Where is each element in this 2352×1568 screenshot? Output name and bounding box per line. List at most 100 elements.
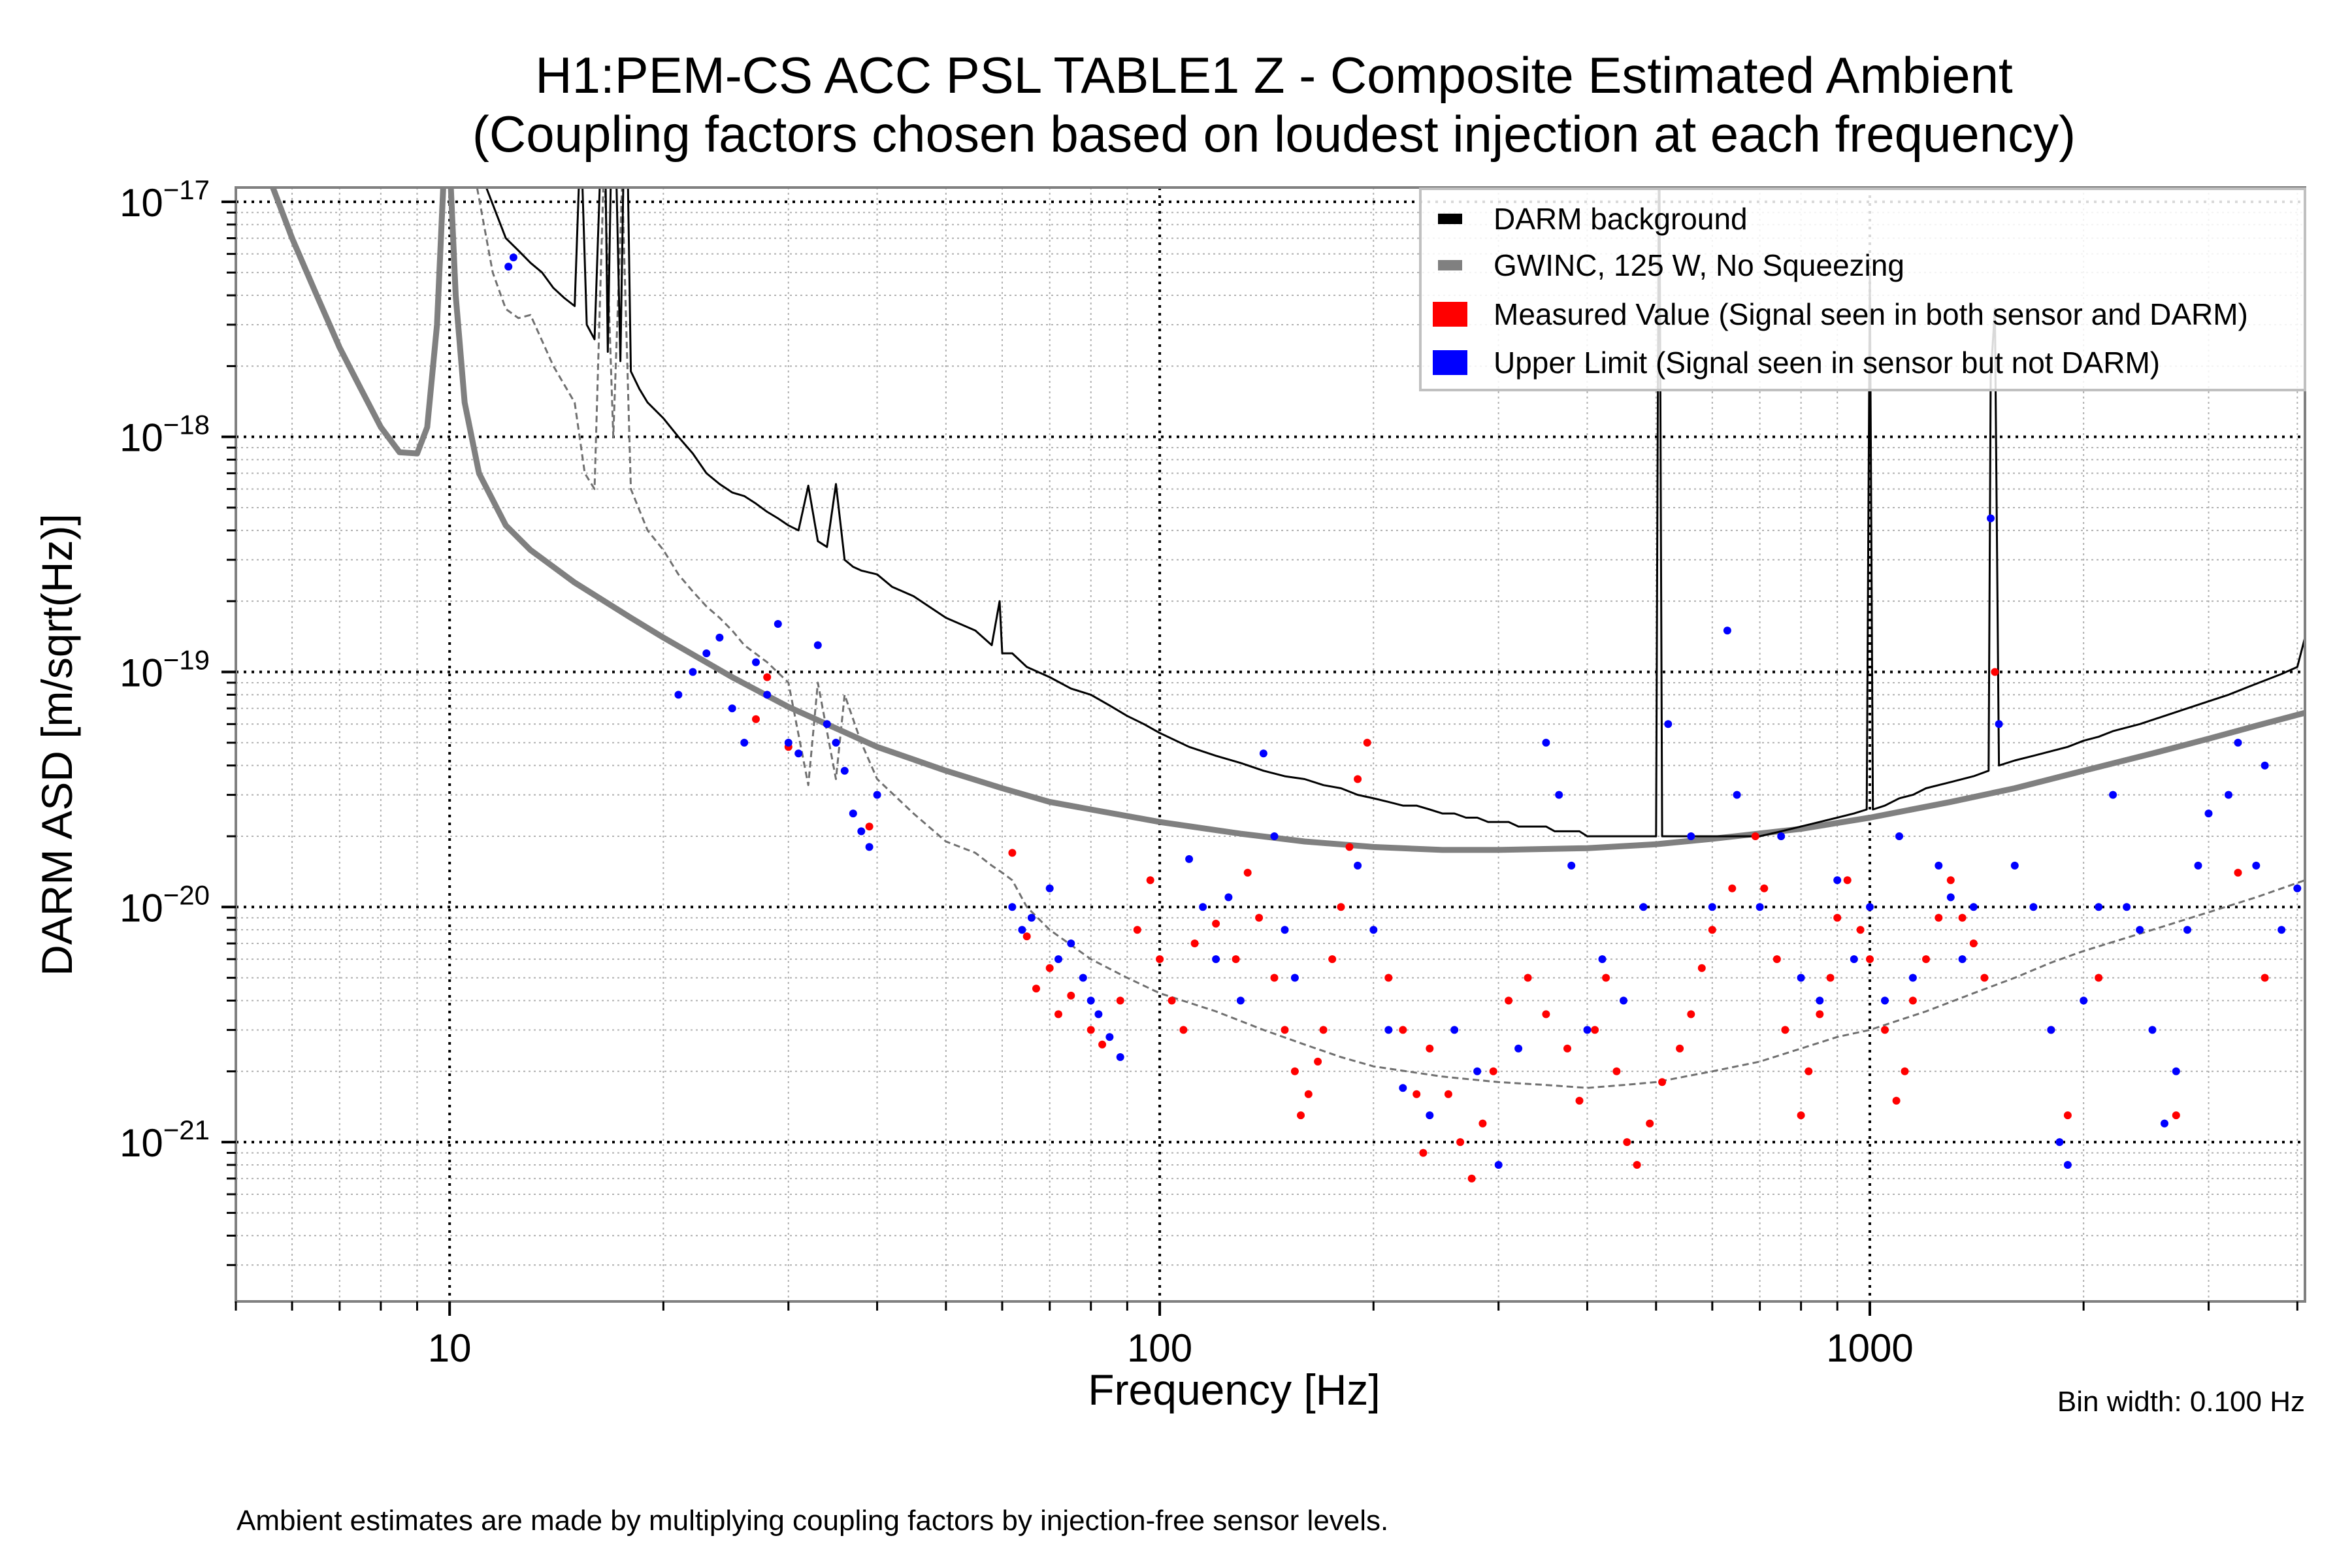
upper-limit-point <box>2261 761 2269 770</box>
upper-limit-point <box>1086 996 1095 1005</box>
upper-limit-point <box>823 720 831 728</box>
measured-value-point <box>1602 973 1610 982</box>
bin-width-label: Bin width: 0.100 Hz <box>2057 1386 2305 1418</box>
measured-value-point <box>1676 1044 1684 1053</box>
upper-limit-point <box>2080 996 2088 1005</box>
upper-limit-point <box>1708 903 1716 911</box>
measured-value-point <box>1935 913 1943 922</box>
measured-value-point <box>1646 1119 1654 1128</box>
measured-value-point <box>1908 996 1917 1005</box>
upper-limit-point <box>1687 832 1695 840</box>
upper-limit-point <box>1797 973 1805 982</box>
measured-value-point <box>1467 1174 1476 1183</box>
upper-limit-point <box>1664 720 1673 728</box>
measured-value-point <box>1032 985 1040 993</box>
upper-limit-point <box>1555 791 1563 799</box>
measured-value-point <box>1772 955 1781 964</box>
upper-limit-point <box>1639 903 1648 911</box>
grid <box>235 188 2305 1301</box>
legend-label: Measured Value (Signal seen in both sens… <box>1494 297 2248 331</box>
upper-limit-point <box>873 791 881 799</box>
darm-background-line <box>485 188 2305 838</box>
upper-limit-point <box>2225 791 2232 799</box>
measured-value-point <box>1413 1090 1421 1098</box>
upper-limit-point <box>1384 1026 1393 1034</box>
measured-value-point <box>1489 1067 1497 1075</box>
x-axis-label: Frequency [Hz] <box>1088 1365 1380 1414</box>
upper-limit-point <box>715 633 724 642</box>
upper-limit-point <box>2204 809 2213 818</box>
measured-value-point <box>865 823 874 831</box>
upper-limit-point <box>865 843 874 851</box>
upper-limit-point <box>1008 903 1017 911</box>
y-tick-label: 10−21 <box>120 1115 210 1165</box>
measured-value-point <box>1623 1138 1631 1147</box>
upper-limit-point <box>1185 855 1194 863</box>
measured-value-point <box>1328 955 1337 964</box>
upper-limit-point <box>1212 955 1220 964</box>
measured-value-point <box>1297 1111 1305 1120</box>
upper-limit-point <box>2172 1067 2180 1075</box>
upper-limit-point <box>832 738 840 747</box>
upper-limit-point <box>1224 893 1233 902</box>
upper-limit-point <box>1908 973 1917 982</box>
upper-limit-point <box>774 620 782 628</box>
measured-value-point <box>752 715 760 723</box>
upper-limit-point <box>1236 996 1245 1005</box>
measured-value-point <box>1980 973 1989 982</box>
upper-limit-point <box>1866 903 1874 911</box>
measured-value-point <box>1542 1010 1550 1019</box>
upper-limit-point <box>857 827 866 836</box>
upper-limit-point <box>1450 1026 1459 1034</box>
measured-value-point <box>1612 1067 1621 1075</box>
upper-limit-point <box>1881 996 1889 1005</box>
upper-limit-point <box>1094 1010 1103 1019</box>
upper-limit-point <box>2234 738 2242 747</box>
measured-value-point <box>1687 1010 1695 1019</box>
upper-limit-point <box>674 691 683 699</box>
upper-limit-point <box>1259 749 1267 758</box>
measured-value-point <box>1426 1044 1434 1053</box>
upper-limit-point <box>1987 514 1995 523</box>
measured-value-point <box>1697 964 1706 972</box>
upper-limit-point <box>1116 1053 1124 1061</box>
upper-limit-point <box>2183 926 2191 934</box>
upper-limit-point <box>728 704 736 713</box>
upper-limit-point <box>1426 1111 1434 1120</box>
y-tick-label: 10−17 <box>120 174 210 225</box>
measured-value-point <box>1319 1026 1328 1034</box>
measured-value-point <box>1505 996 1513 1005</box>
measured-value-point <box>1168 996 1176 1005</box>
upper-limit-point <box>1816 996 1824 1005</box>
upper-limit-point <box>2278 926 2286 934</box>
measured-value-point <box>1255 913 1264 922</box>
measured-value-point <box>1866 955 1874 964</box>
upper-limit-point <box>1583 1026 1592 1034</box>
upper-limit-point <box>2252 861 2261 870</box>
upper-limit-point <box>1199 903 1207 911</box>
upper-limit-point <box>2123 903 2131 911</box>
measured-value-point <box>2095 973 2103 982</box>
measured-value-point <box>1045 964 1054 972</box>
upper-limit-point <box>1018 926 1026 934</box>
y-tick-label: 10−20 <box>120 879 210 930</box>
measured-value-point <box>1384 973 1393 982</box>
upper-limit-point <box>2055 1138 2064 1147</box>
upper-limit-point <box>1270 832 1279 840</box>
gwinc-line <box>269 188 2305 853</box>
upper-limit-point <box>2010 861 2019 870</box>
x-tick-label: 100 <box>1127 1326 1192 1370</box>
upper-limit-point <box>509 253 517 261</box>
upper-limit-point <box>1473 1067 1482 1075</box>
upper-limit-point <box>1281 926 1289 934</box>
upper-limit-point <box>849 809 857 818</box>
title-line-1: H1:PEM-CS ACC PSL TABLE1 Z - Composite E… <box>535 46 2013 104</box>
measured-value-point <box>1658 1078 1667 1086</box>
measured-value-point <box>2261 973 2269 982</box>
upper-limit-point <box>1369 926 1378 934</box>
measured-value-point <box>1098 1040 1107 1049</box>
measured-value-point <box>1190 939 1199 947</box>
measured-value-point <box>2063 1111 2072 1120</box>
upper-limit-point <box>702 649 711 657</box>
measured-value-point <box>1781 1026 1789 1034</box>
